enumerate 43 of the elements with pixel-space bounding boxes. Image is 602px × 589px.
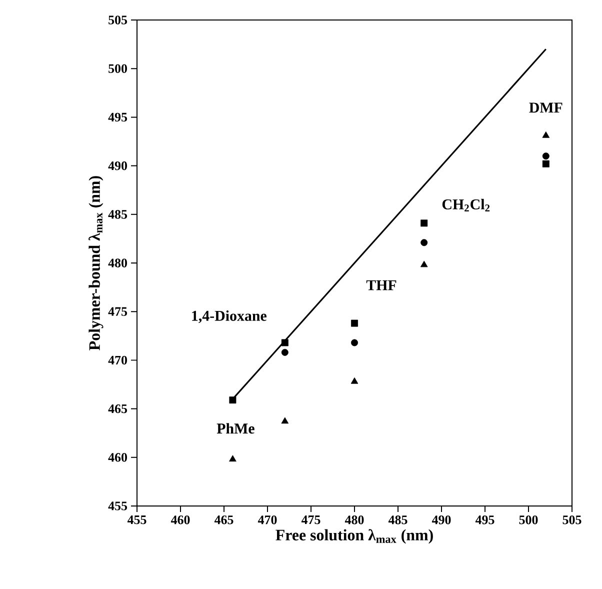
- x-tick-label: 490: [432, 516, 451, 524]
- y-tick-label: 480: [108, 258, 127, 268]
- y-tick-label: 495: [108, 112, 128, 122]
- annotation: DMF: [529, 102, 562, 113]
- point: [420, 260, 428, 268]
- point: [420, 239, 428, 246]
- y-tick-label: 485: [108, 210, 128, 219]
- point: [281, 339, 288, 346]
- y-tick-label: 465: [108, 404, 128, 414]
- y-tick-label: 475: [108, 307, 128, 316]
- y-tick-label: 455: [108, 502, 128, 510]
- x-tick-label: 505: [562, 516, 582, 524]
- point: [229, 396, 236, 404]
- point: [281, 417, 289, 424]
- x-tick-label: 485: [388, 516, 408, 524]
- x-tick-label: 475: [301, 516, 320, 524]
- x-tick-label: 500: [519, 516, 538, 524]
- x-tick-label: 460: [170, 516, 190, 524]
- point: [281, 348, 288, 356]
- annotation: CH$_{2}$Cl$_{2}$: [442, 198, 490, 212]
- x-tick-label: 495: [475, 516, 494, 524]
- x-tick-label: 455: [127, 516, 146, 524]
- point: [351, 320, 358, 327]
- x-axis-title: Free solution λ$_{max}$ (nm): [276, 529, 433, 544]
- point: [229, 455, 236, 462]
- y-tick-label: 505: [108, 16, 128, 24]
- point: [350, 377, 358, 384]
- y-tick-label: 500: [108, 64, 127, 73]
- annotation: THF: [366, 280, 396, 290]
- y-tick-label: 470: [108, 356, 127, 365]
- annotation: PhMe: [216, 423, 254, 434]
- x-tick-label: 465: [214, 516, 234, 524]
- point: [420, 220, 428, 227]
- x-tick-label: 470: [258, 516, 277, 524]
- point: [542, 160, 550, 168]
- point: [542, 131, 550, 138]
- y-tick-label: 460: [108, 453, 127, 462]
- point: [351, 339, 358, 346]
- annotation: 1,4-Dioxane: [192, 310, 266, 324]
- point: [542, 152, 550, 160]
- y-axis-title: Polymer-bound λ$_{max}$ (nm): [88, 176, 104, 350]
- y-tick-label: 490: [108, 161, 127, 170]
- x-tick-label: 480: [344, 516, 364, 524]
